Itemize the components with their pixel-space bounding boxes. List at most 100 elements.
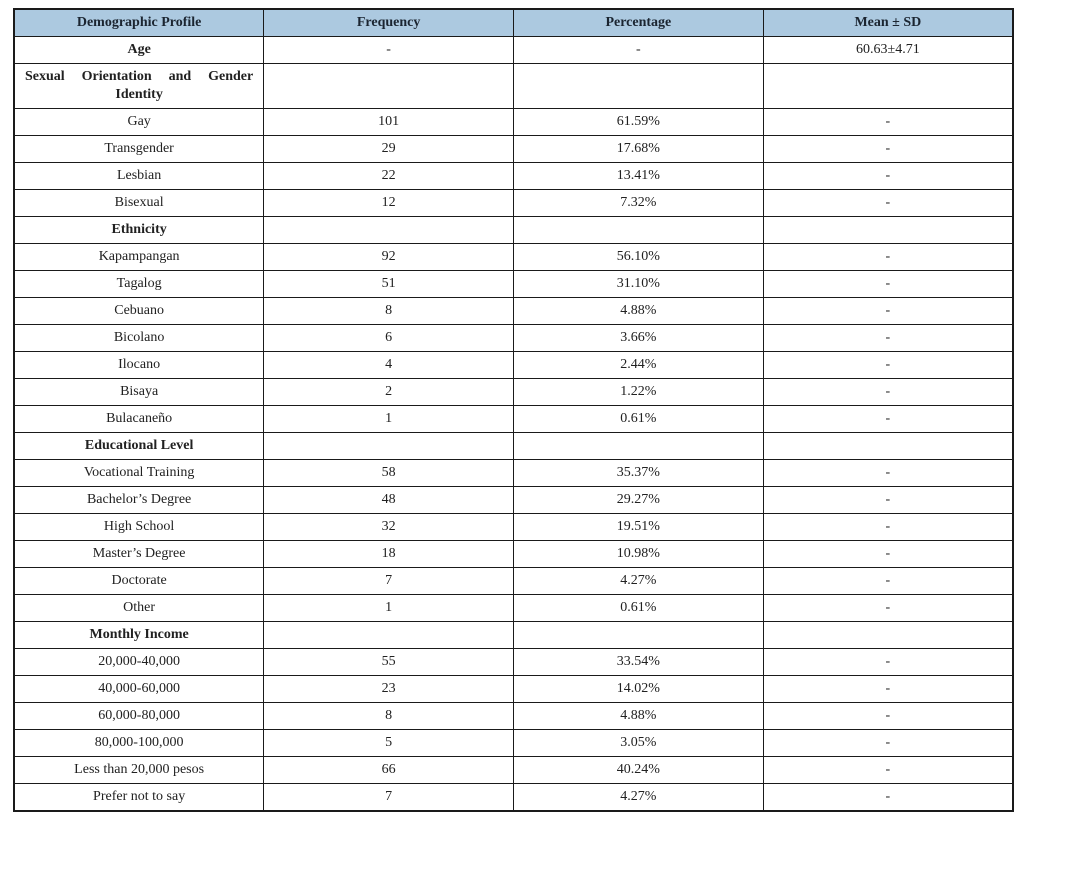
table-row: Educational Level <box>13 432 1014 460</box>
percentage-cell: 13.41% <box>513 162 764 190</box>
table-row: Cebuano 8 4.88% - <box>13 297 1014 325</box>
table-row: High School 32 19.51% - <box>13 513 1014 541</box>
frequency-cell <box>263 621 514 649</box>
mean-sd-cell <box>762 216 1014 244</box>
percentage-cell: 56.10% <box>513 243 764 271</box>
table-row: Monthly Income <box>13 621 1014 649</box>
table-row: Master’s Degree 18 10.98% - <box>13 540 1014 568</box>
mean-sd-cell: - <box>762 486 1014 514</box>
frequency-cell: 18 <box>263 540 514 568</box>
row-label-cell: Cebuano <box>13 297 265 325</box>
frequency-cell: 1 <box>263 594 514 622</box>
row-label-cell: Other <box>13 594 265 622</box>
percentage-cell: 19.51% <box>513 513 764 541</box>
mean-sd-cell: - <box>762 324 1014 352</box>
mean-sd-cell: - <box>762 729 1014 757</box>
column-header: Frequency <box>263 8 514 37</box>
mean-sd-cell: - <box>762 702 1014 730</box>
row-label-cell: Bisaya <box>13 378 265 406</box>
mean-sd-cell: - <box>762 108 1014 136</box>
percentage-cell: 31.10% <box>513 270 764 298</box>
frequency-cell: 66 <box>263 756 514 784</box>
mean-sd-cell: - <box>762 540 1014 568</box>
frequency-cell: 58 <box>263 459 514 487</box>
percentage-cell: 14.02% <box>513 675 764 703</box>
percentage-cell: 1.22% <box>513 378 764 406</box>
frequency-cell: 32 <box>263 513 514 541</box>
mean-sd-cell: - <box>762 270 1014 298</box>
frequency-cell: 22 <box>263 162 514 190</box>
frequency-cell <box>263 216 514 244</box>
table-row: Ilocano 4 2.44% - <box>13 351 1014 379</box>
column-header: Mean ± SD <box>762 8 1014 37</box>
mean-sd-cell: - <box>762 513 1014 541</box>
frequency-cell: 12 <box>263 189 514 217</box>
column-header: Percentage <box>513 8 764 37</box>
row-label-cell: Tagalog <box>13 270 265 298</box>
percentage-cell: 10.98% <box>513 540 764 568</box>
percentage-cell: 0.61% <box>513 405 764 433</box>
row-label-cell: Transgender <box>13 135 265 163</box>
frequency-cell: 101 <box>263 108 514 136</box>
table-row: Kapampangan 92 56.10% - <box>13 243 1014 271</box>
percentage-cell: 40.24% <box>513 756 764 784</box>
percentage-cell: 7.32% <box>513 189 764 217</box>
mean-sd-cell: - <box>762 189 1014 217</box>
frequency-cell: 8 <box>263 702 514 730</box>
frequency-cell: 48 <box>263 486 514 514</box>
table-body: Age - - 60.63±4.71 Sexual Orientation an… <box>13 36 1014 812</box>
table-row: Transgender 29 17.68% - <box>13 135 1014 163</box>
frequency-cell: 7 <box>263 567 514 595</box>
frequency-cell <box>263 432 514 460</box>
table-row: 80,000-100,000 5 3.05% - <box>13 729 1014 757</box>
table-row: Bachelor’s Degree 48 29.27% - <box>13 486 1014 514</box>
demographic-profile-table: Demographic Profile Frequency Percentage Me… <box>13 8 1014 812</box>
percentage-cell <box>513 216 764 244</box>
row-label-cell: Master’s Degree <box>13 540 265 568</box>
mean-sd-cell: - <box>762 351 1014 379</box>
mean-sd-cell: - <box>762 135 1014 163</box>
row-label-cell: Age <box>13 36 265 64</box>
row-label-cell: Kapampangan <box>13 243 265 271</box>
frequency-cell: 7 <box>263 783 514 812</box>
row-label-cell: Prefer not to say <box>13 783 265 812</box>
percentage-cell: 29.27% <box>513 486 764 514</box>
percentage-cell: 4.27% <box>513 567 764 595</box>
row-label-cell: Bisexual <box>13 189 265 217</box>
table-row: Gay 101 61.59% - <box>13 108 1014 136</box>
row-label-cell: Monthly Income <box>13 621 265 649</box>
percentage-cell <box>513 621 764 649</box>
table-row: Other 1 0.61% - <box>13 594 1014 622</box>
table-row: 60,000-80,000 8 4.88% - <box>13 702 1014 730</box>
row-label-cell: 60,000-80,000 <box>13 702 265 730</box>
mean-sd-cell: - <box>762 243 1014 271</box>
table-row: Age - - 60.63±4.71 <box>13 36 1014 64</box>
row-label-cell: Ethnicity <box>13 216 265 244</box>
row-label-cell: Less than 20,000 pesos <box>13 756 265 784</box>
percentage-cell: 2.44% <box>513 351 764 379</box>
table-row: Doctorate 7 4.27% - <box>13 567 1014 595</box>
row-label-cell: Educational Level <box>13 432 265 460</box>
mean-sd-cell: - <box>762 783 1014 812</box>
frequency-cell: 23 <box>263 675 514 703</box>
mean-sd-cell <box>762 621 1014 649</box>
mean-sd-cell: - <box>762 594 1014 622</box>
percentage-cell: 4.27% <box>513 783 764 812</box>
percentage-cell: 4.88% <box>513 297 764 325</box>
mean-sd-cell: - <box>762 405 1014 433</box>
mean-sd-cell <box>762 432 1014 460</box>
mean-sd-cell: 60.63±4.71 <box>762 36 1014 64</box>
table-header-row: Demographic Profile Frequency Percentage Me… <box>13 8 1014 37</box>
frequency-cell: 4 <box>263 351 514 379</box>
table-row: Less than 20,000 pesos 66 40.24% - <box>13 756 1014 784</box>
percentage-cell: 61.59% <box>513 108 764 136</box>
frequency-cell: 1 <box>263 405 514 433</box>
column-header: Demographic Profile <box>13 8 265 37</box>
mean-sd-cell: - <box>762 567 1014 595</box>
percentage-cell: 4.88% <box>513 702 764 730</box>
frequency-cell: 55 <box>263 648 514 676</box>
table-row: Prefer not to say 7 4.27% - <box>13 783 1014 812</box>
row-label-cell: Bicolano <box>13 324 265 352</box>
frequency-cell: 51 <box>263 270 514 298</box>
